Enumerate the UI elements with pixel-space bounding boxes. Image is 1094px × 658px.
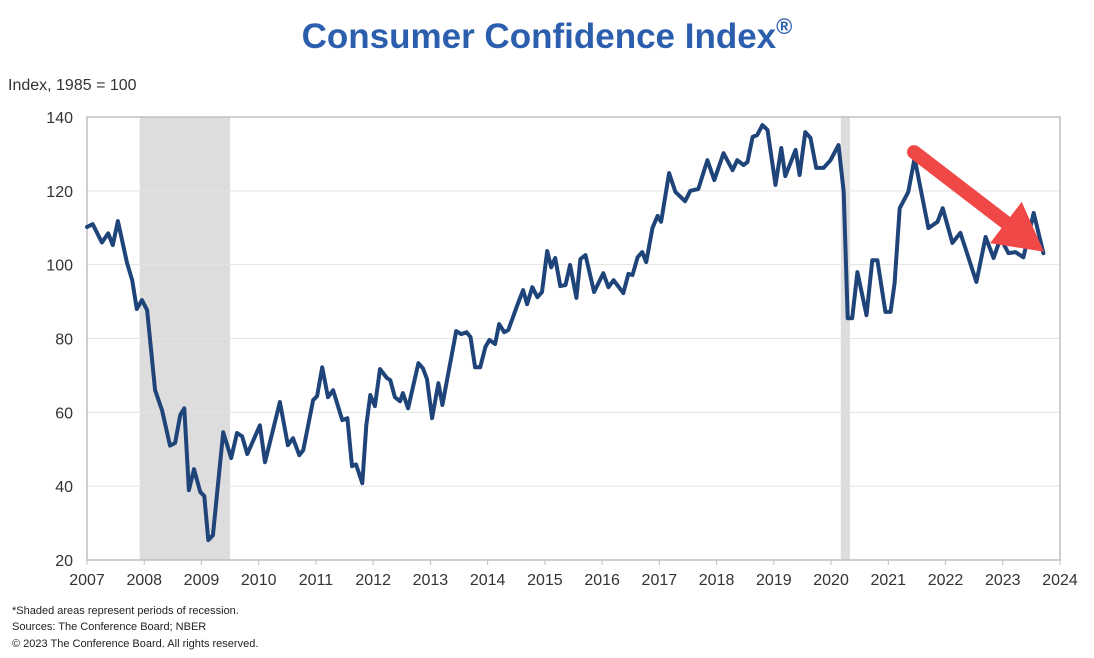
footnote-sources: Sources: The Conference Board; NBER [12,621,207,633]
x-tick-label: 2014 [470,572,506,589]
annotation-arrow-head [990,201,1044,252]
chart-title-text: Consumer Confidence Index [301,17,777,56]
y-tick-label: 40 [55,479,73,496]
y-tick-label: 60 [55,405,73,422]
x-tick-label: 2020 [813,572,849,589]
x-tick-label: 2010 [241,572,277,589]
y-tick-label: 20 [55,553,73,570]
y-tick-label: 80 [55,332,73,349]
annotation-arrow-shaft [907,145,1013,230]
chart-title: Consumer Confidence Index® [0,14,1094,57]
x-tick-label: 2015 [527,572,563,589]
x-tick-label: 2024 [1042,572,1078,589]
x-tick-label: 2007 [69,572,105,589]
x-tick-label: 2021 [870,572,906,589]
x-tick-label: 2019 [756,572,792,589]
x-tick-label: 2011 [299,572,334,589]
x-tick-label: 2009 [184,572,220,589]
y-tick-label: 100 [46,258,73,275]
x-tick-label: 2023 [985,572,1021,589]
x-tick-label: 2012 [355,572,391,589]
x-tick-label: 2008 [126,572,162,589]
registered-mark: ® [776,14,793,39]
footnote-recession: *Shaded areas represent periods of reces… [12,605,239,617]
x-tick-label: 2022 [928,572,964,589]
x-tick-label: 2018 [699,572,735,589]
y-axis-label: Index, 1985 = 100 [8,77,137,94]
x-tick-label: 2017 [642,572,678,589]
x-tick-label: 2016 [584,572,620,589]
footnote-copyright: © 2023 The Conference Board. All rights … [12,638,259,650]
plot-frame [86,116,1061,561]
x-tick-label: 2013 [413,572,449,589]
y-tick-label: 120 [46,184,73,201]
series-line [85,123,1046,543]
y-tick-label: 140 [46,110,73,127]
